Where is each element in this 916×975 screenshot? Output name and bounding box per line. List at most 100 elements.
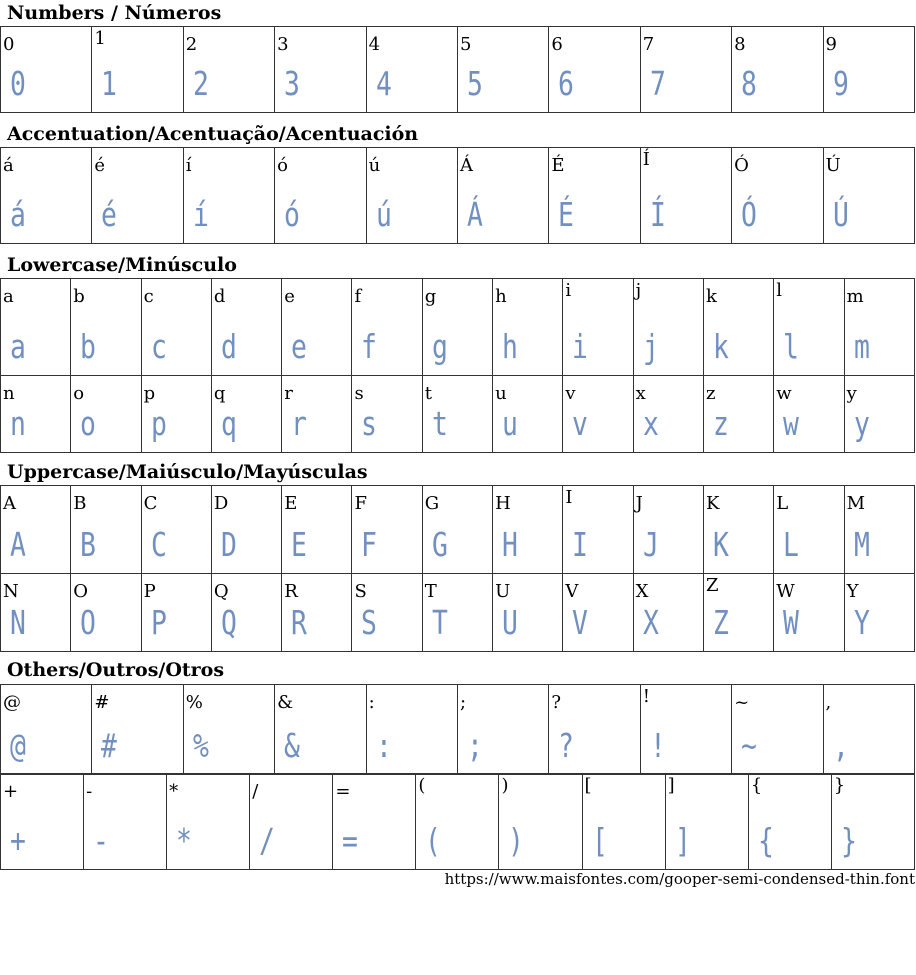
- char-label: í: [185, 155, 192, 176]
- char-label: c: [143, 286, 154, 307]
- glyph-sample: 9: [832, 64, 849, 103]
- glyph-sample: v: [572, 404, 589, 443]
- glyph-sample: O: [80, 603, 97, 642]
- char-label: L: [776, 493, 789, 514]
- glyph-sample: i: [572, 327, 589, 366]
- glyph-cell: * *: [166, 773, 251, 870]
- char-label: Y: [846, 581, 859, 602]
- char-label: 5: [459, 34, 472, 55]
- char-label: m: [846, 286, 864, 307]
- glyph-cell: {{: [747, 773, 832, 870]
- glyph-sample: a: [10, 327, 26, 366]
- glyph-sample: ú: [375, 195, 392, 234]
- char-label: -: [86, 781, 93, 802]
- glyph-cell: ??: [548, 684, 641, 775]
- glyph-sample: Y: [853, 603, 870, 642]
- section-title: Uppercase/Maiúsculo/Mayúsculas: [7, 461, 368, 483]
- glyph-sample: P: [150, 603, 167, 642]
- glyph-sample: r: [291, 404, 308, 443]
- glyph-sample: ]: [674, 821, 691, 860]
- char-label: ,: [825, 692, 832, 713]
- char-label: H: [495, 493, 511, 514]
- glyph-cell: @ @: [0, 684, 93, 775]
- glyph-table: + + - - * * / / = =(())[[]]{{}}: [0, 773, 916, 870]
- glyph-sample: t: [431, 404, 448, 443]
- char-label: s: [354, 383, 364, 404]
- glyph-sample: g: [431, 327, 448, 366]
- glyph-sample: d: [220, 327, 237, 366]
- glyph-sample: 5: [466, 64, 483, 103]
- section-title: Accentuation/Acentuação/Acentuación: [7, 123, 419, 145]
- glyph-sample: N: [10, 603, 26, 642]
- glyph-sample: 3: [284, 64, 301, 103]
- char-label: ): [501, 775, 509, 796]
- glyph-sample: b: [80, 327, 97, 366]
- char-label: F: [354, 493, 367, 514]
- glyph-sample: f: [361, 327, 378, 366]
- char-label: 0: [3, 34, 15, 55]
- glyph-sample: V: [572, 603, 589, 642]
- char-label: f: [354, 286, 362, 307]
- glyph-sample: z: [712, 404, 729, 443]
- char-label: {: [750, 775, 763, 796]
- glyph-sample: C: [150, 525, 167, 564]
- char-label: N: [3, 581, 19, 602]
- glyph-sample: &: [284, 726, 301, 765]
- glyph-sample: c: [150, 327, 167, 366]
- char-label: +: [3, 781, 19, 802]
- char-label: j: [635, 280, 642, 301]
- glyph-sample: *: [176, 821, 193, 860]
- glyph-sample: w: [783, 404, 800, 443]
- glyph-sample: ;: [466, 726, 483, 765]
- glyph-cell: = =: [332, 773, 417, 870]
- char-label: J: [635, 493, 643, 514]
- glyph-cell: [[: [581, 773, 666, 870]
- char-label: x: [635, 383, 646, 404]
- glyph-cell: %%: [182, 684, 276, 775]
- glyph-cell: --: [83, 773, 168, 870]
- char-label: ~: [734, 692, 750, 713]
- glyph-sample: e: [291, 327, 308, 366]
- char-label: (: [418, 775, 426, 796]
- char-label: *: [169, 781, 179, 802]
- char-label: é: [94, 155, 106, 176]
- glyph-cell: + +: [0, 773, 85, 870]
- section-title: Numbers / Números: [7, 2, 222, 24]
- char-label: K: [705, 493, 720, 514]
- glyph-sample: B: [80, 525, 97, 564]
- glyph-sample: T: [431, 603, 448, 642]
- char-label: w: [776, 383, 792, 404]
- glyph-sample: {: [757, 821, 774, 860]
- char-label: Á: [459, 155, 473, 176]
- glyph-sample: }: [840, 821, 857, 860]
- glyph-sample: 2: [192, 64, 209, 103]
- char-label: ó: [277, 155, 289, 176]
